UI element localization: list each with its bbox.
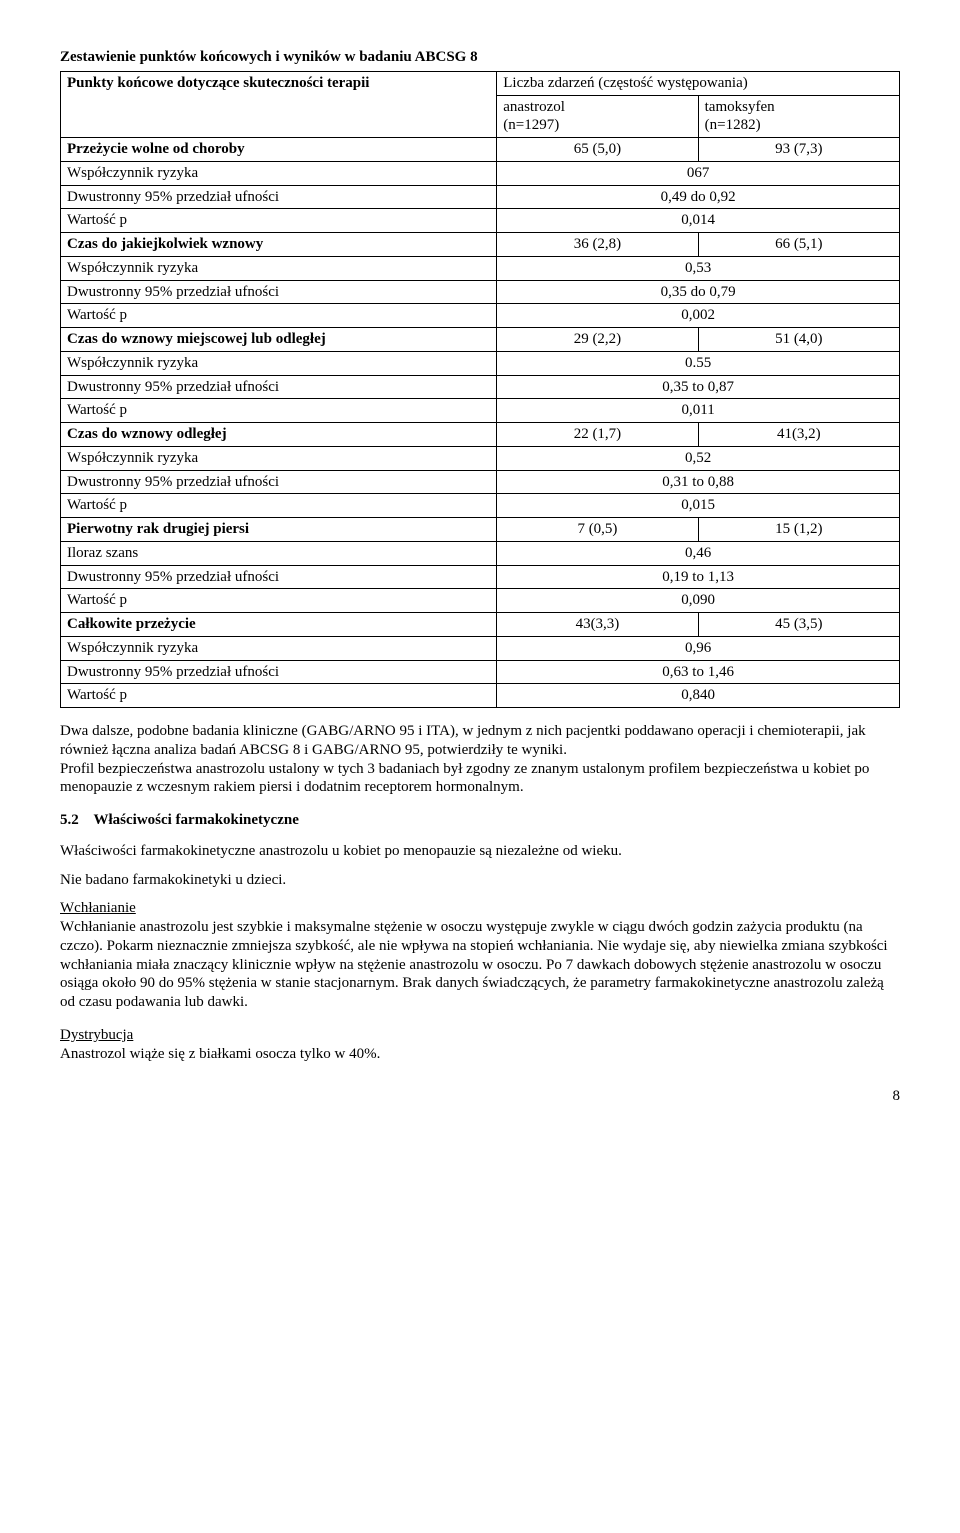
row-merged-value: 0,35 do 0,79 — [497, 280, 900, 304]
paragraph-studies: Dwa dalsze, podobne badania kliniczne (G… — [60, 722, 900, 797]
table-row: Czas do jakiejkolwiek wznowy36 (2,8)66 (… — [61, 233, 900, 257]
row-value-b: 93 (7,3) — [698, 138, 899, 162]
row-value-a: 43(3,3) — [497, 613, 698, 637]
header-events: Liczba zdarzeń (częstość występowania) — [497, 71, 900, 95]
row-label: Czas do wznowy odległej — [61, 423, 497, 447]
table-row: Wartość p0,840 — [61, 684, 900, 708]
row-label: Współczynnik ryzyka — [61, 161, 497, 185]
absorption-block: Wchłanianie Wchłanianie anastrozolu jest… — [60, 899, 900, 1012]
table-row: Czas do wznowy miejscowej lub odległej29… — [61, 328, 900, 352]
table-row: Wartość p0,011 — [61, 399, 900, 423]
distribution-block: Dystrybucja Anastrozol wiąże się z białk… — [60, 1026, 900, 1064]
row-label: Dwustronny 95% przedział ufności — [61, 280, 497, 304]
absorption-heading: Wchłanianie — [60, 900, 136, 916]
row-label: Współczynnik ryzyka — [61, 446, 497, 470]
row-value-b: 45 (3,5) — [698, 613, 899, 637]
row-merged-value: 0,31 to 0,88 — [497, 470, 900, 494]
table-row: Dwustronny 95% przedział ufności0,49 do … — [61, 185, 900, 209]
row-value-b: 51 (4,0) — [698, 328, 899, 352]
row-label: Wartość p — [61, 684, 497, 708]
row-label: Czas do wznowy miejscowej lub odległej — [61, 328, 497, 352]
row-label: Iloraz szans — [61, 541, 497, 565]
row-value-b: 66 (5,1) — [698, 233, 899, 257]
row-label: Wartość p — [61, 304, 497, 328]
table-row: Współczynnik ryzyka0.55 — [61, 351, 900, 375]
header-tamoxifen: tamoksyfen (n=1282) — [698, 95, 899, 138]
absorption-body: Wchłanianie anastrozolu jest szybkie i m… — [60, 919, 888, 1010]
distribution-heading: Dystrybucja — [60, 1027, 133, 1043]
row-merged-value: 0,35 to 0,87 — [497, 375, 900, 399]
paragraph-pk-age: Właściwości farmakokinetyczne anastrozol… — [60, 842, 900, 861]
row-merged-value: 0,002 — [497, 304, 900, 328]
table-header-row-1: Punkty końcowe dotyczące skuteczności te… — [61, 71, 900, 95]
table-row: Dwustronny 95% przedział ufności0,31 to … — [61, 470, 900, 494]
page-number: 8 — [60, 1087, 900, 1106]
row-label: Współczynnik ryzyka — [61, 351, 497, 375]
table-row: Iloraz szans0,46 — [61, 541, 900, 565]
row-value-b: 41(3,2) — [698, 423, 899, 447]
row-merged-value: 0,46 — [497, 541, 900, 565]
table-row: Wartość p0,014 — [61, 209, 900, 233]
table-row: Przeżycie wolne od choroby65 (5,0)93 (7,… — [61, 138, 900, 162]
row-label: Dwustronny 95% przedział ufności — [61, 185, 497, 209]
table-row: Współczynnik ryzyka0,96 — [61, 636, 900, 660]
row-label: Współczynnik ryzyka — [61, 636, 497, 660]
row-merged-value: 0,014 — [497, 209, 900, 233]
row-merged-value: 0,53 — [497, 256, 900, 280]
row-merged-value: 0.55 — [497, 351, 900, 375]
table-row: Wartość p0,015 — [61, 494, 900, 518]
table-row: Całkowite przeżycie43(3,3)45 (3,5) — [61, 613, 900, 637]
row-label: Całkowite przeżycie — [61, 613, 497, 637]
row-label: Dwustronny 95% przedział ufności — [61, 565, 497, 589]
table-row: Współczynnik ryzyka0,52 — [61, 446, 900, 470]
row-value-a: 29 (2,2) — [497, 328, 698, 352]
row-label: Wartość p — [61, 399, 497, 423]
table-title: Zestawienie punktów końcowych i wyników … — [60, 48, 900, 67]
row-label: Wartość p — [61, 209, 497, 233]
row-merged-value: 0,011 — [497, 399, 900, 423]
table-row: Pierwotny rak drugiej piersi7 (0,5)15 (1… — [61, 518, 900, 542]
row-value-a: 7 (0,5) — [497, 518, 698, 542]
table-row: Dwustronny 95% przedział ufności0,63 to … — [61, 660, 900, 684]
row-label: Wartość p — [61, 494, 497, 518]
table-row: Dwustronny 95% przedział ufności0,35 do … — [61, 280, 900, 304]
header-anastrozol: anastrozol (n=1297) — [497, 95, 698, 138]
row-merged-value: 0,19 to 1,13 — [497, 565, 900, 589]
row-label: Wartość p — [61, 589, 497, 613]
row-label: Współczynnik ryzyka — [61, 256, 497, 280]
row-label: Przeżycie wolne od choroby — [61, 138, 497, 162]
row-merged-value: 067 — [497, 161, 900, 185]
section-title: Właściwości farmakokinetyczne — [93, 812, 298, 828]
table-row: Czas do wznowy odległej22 (1,7)41(3,2) — [61, 423, 900, 447]
row-label: Czas do jakiejkolwiek wznowy — [61, 233, 497, 257]
row-label: Pierwotny rak drugiej piersi — [61, 518, 497, 542]
row-value-a: 65 (5,0) — [497, 138, 698, 162]
table-row: Dwustronny 95% przedział ufności0,35 to … — [61, 375, 900, 399]
row-label: Dwustronny 95% przedział ufności — [61, 375, 497, 399]
row-merged-value: 0,840 — [497, 684, 900, 708]
table-row: Współczynnik ryzyka067 — [61, 161, 900, 185]
row-merged-value: 0,96 — [497, 636, 900, 660]
row-label: Dwustronny 95% przedział ufności — [61, 660, 497, 684]
section-number: 5.2 — [60, 812, 79, 828]
paragraph-pk-children: Nie badano farmakokinetyki u dzieci. — [60, 871, 900, 890]
row-merged-value: 0,49 do 0,92 — [497, 185, 900, 209]
row-value-a: 22 (1,7) — [497, 423, 698, 447]
results-table: Punkty końcowe dotyczące skuteczności te… — [60, 71, 900, 708]
row-value-b: 15 (1,2) — [698, 518, 899, 542]
section-5-2-heading: 5.2 Właściwości farmakokinetyczne — [60, 811, 900, 830]
table-row: Dwustronny 95% przedział ufności0,19 to … — [61, 565, 900, 589]
row-label: Dwustronny 95% przedział ufności — [61, 470, 497, 494]
row-merged-value: 0,090 — [497, 589, 900, 613]
row-merged-value: 0,52 — [497, 446, 900, 470]
table-row: Współczynnik ryzyka0,53 — [61, 256, 900, 280]
header-endpoints: Punkty końcowe dotyczące skuteczności te… — [61, 71, 497, 137]
row-merged-value: 0,015 — [497, 494, 900, 518]
row-value-a: 36 (2,8) — [497, 233, 698, 257]
distribution-body: Anastrozol wiąże się z białkami osocza t… — [60, 1046, 380, 1062]
table-row: Wartość p0,090 — [61, 589, 900, 613]
table-row: Wartość p0,002 — [61, 304, 900, 328]
row-merged-value: 0,63 to 1,46 — [497, 660, 900, 684]
